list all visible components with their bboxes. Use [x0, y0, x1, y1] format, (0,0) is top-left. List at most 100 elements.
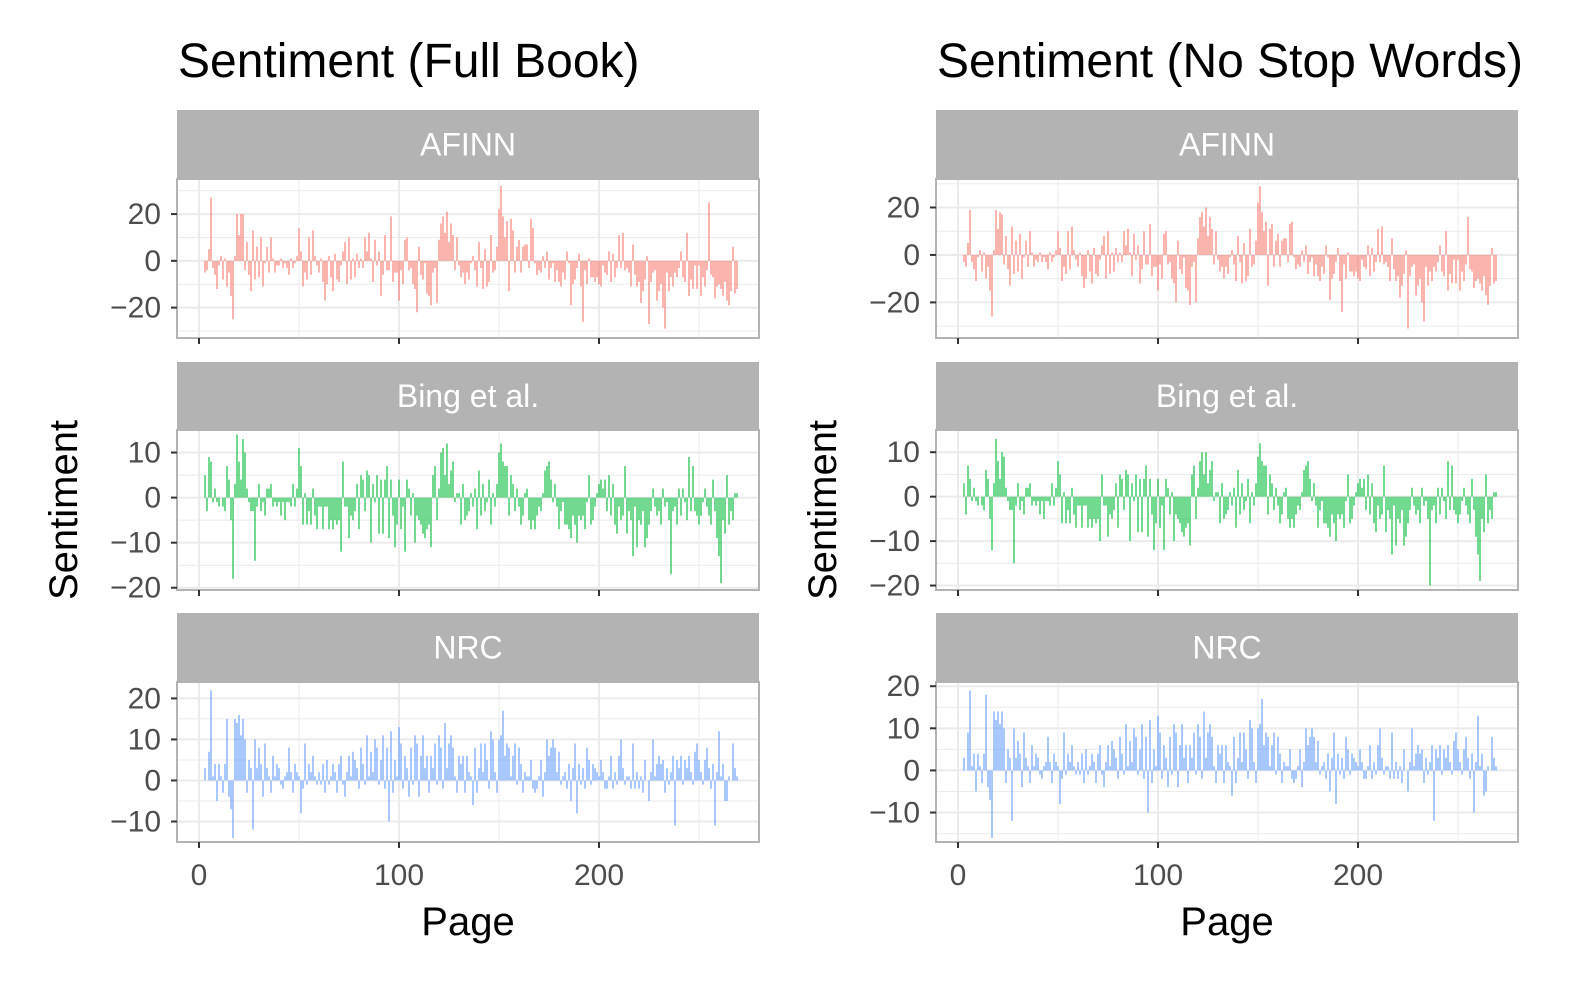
bar [1191, 474, 1193, 497]
bar [1013, 254, 1015, 274]
bar [710, 497, 712, 525]
bar [556, 497, 558, 507]
bar [250, 497, 252, 512]
bar [1445, 757, 1447, 771]
bar [716, 497, 718, 539]
bar [720, 497, 722, 584]
bar [1119, 736, 1121, 771]
bar [1189, 254, 1191, 305]
bar [1107, 231, 1109, 255]
bar [550, 747, 552, 781]
bar [1085, 749, 1087, 771]
bar [690, 772, 692, 781]
bar [576, 497, 578, 543]
bar [1021, 496, 1023, 502]
bar [734, 260, 736, 294]
bar [1479, 254, 1481, 284]
bar [314, 497, 316, 516]
bar [1485, 770, 1487, 792]
bar [1123, 231, 1125, 255]
bar [554, 260, 556, 282]
bar [1195, 254, 1197, 303]
bar [1133, 728, 1135, 771]
bar [580, 497, 582, 521]
bar [1055, 487, 1057, 497]
bar [736, 776, 738, 781]
bar [1265, 221, 1267, 255]
bar [1033, 254, 1035, 267]
bar [562, 776, 564, 781]
bar [282, 497, 284, 503]
bar [402, 260, 404, 285]
panel-border [935, 681, 1519, 843]
bar [406, 237, 408, 261]
bar [1481, 753, 1483, 771]
bar [498, 452, 500, 498]
bar [1449, 496, 1451, 510]
bar [688, 260, 690, 296]
bar [1151, 770, 1153, 784]
bar [684, 260, 686, 282]
bar [1063, 732, 1065, 771]
bar [1417, 496, 1419, 510]
bar [440, 747, 442, 781]
bar [1361, 254, 1363, 260]
bar [358, 260, 360, 268]
bar [1213, 766, 1215, 771]
bar [560, 497, 562, 512]
bar [1001, 711, 1003, 771]
bar [432, 768, 434, 781]
bar [500, 186, 502, 261]
bar [1139, 478, 1141, 497]
x-tick-label: 200 [574, 859, 624, 892]
bar [1361, 487, 1363, 497]
bar [552, 260, 554, 264]
bar [985, 470, 987, 497]
bar [1241, 483, 1243, 497]
bar [608, 776, 610, 781]
bar [510, 475, 512, 498]
bar [660, 497, 662, 525]
bar [1427, 770, 1429, 775]
bar [1217, 254, 1219, 260]
bar [580, 780, 582, 785]
panel-background [936, 682, 1518, 842]
bar [468, 497, 470, 512]
bar [1157, 478, 1159, 497]
bar [642, 497, 644, 512]
bar [1077, 254, 1079, 267]
bar [1423, 770, 1425, 784]
bar [420, 755, 422, 781]
bar [420, 497, 422, 525]
bar [416, 497, 418, 516]
bar [512, 230, 514, 261]
bar [1285, 238, 1287, 255]
bar [1149, 224, 1151, 255]
bar [1291, 770, 1293, 779]
bar [722, 260, 724, 296]
bar [1179, 496, 1181, 524]
bar [1159, 496, 1161, 528]
bar [1383, 770, 1385, 775]
bar [264, 260, 266, 264]
bar [414, 497, 416, 543]
bar [1209, 216, 1211, 255]
bar [1279, 753, 1281, 771]
bar [330, 497, 332, 521]
bar [462, 755, 464, 781]
bar [1299, 496, 1301, 510]
bar [1429, 496, 1431, 586]
bar [1091, 254, 1093, 284]
bar [684, 497, 686, 503]
bar [692, 466, 694, 498]
bar [1033, 766, 1035, 771]
bar [298, 776, 300, 781]
bar [290, 772, 292, 781]
bar [1197, 487, 1199, 497]
bar [1019, 753, 1021, 771]
bar [1495, 766, 1497, 771]
bar [690, 260, 692, 280]
bar [973, 753, 975, 771]
bar [688, 457, 690, 498]
bar [480, 497, 482, 516]
